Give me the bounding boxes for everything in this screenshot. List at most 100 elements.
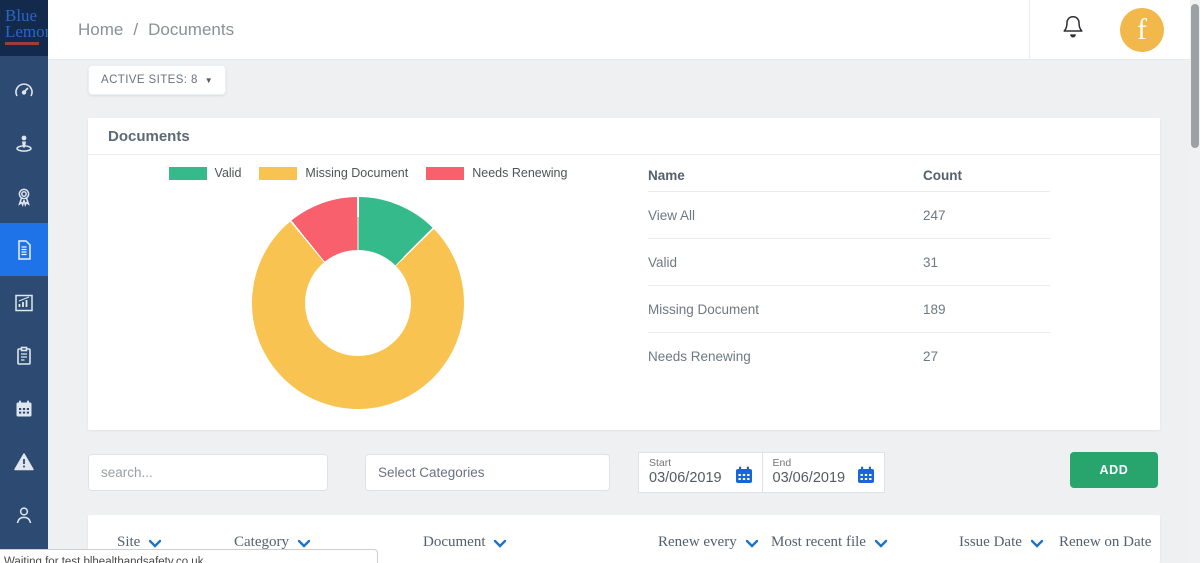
add-button[interactable]: ADD (1070, 452, 1158, 488)
breadcrumb-current: Documents (148, 19, 235, 39)
column-header-renew-on-date[interactable]: Renew on Date (1059, 534, 1151, 551)
document-file-icon (12, 238, 36, 262)
warning-triangle-icon (12, 450, 36, 474)
breadcrumb-separator: / (133, 19, 139, 39)
documents-card-title: Documents (108, 127, 190, 145)
top-header: Home / Documents f (48, 0, 1190, 60)
breadcrumb-home[interactable]: Home (78, 19, 124, 39)
row-count: 27 (923, 349, 939, 364)
calendar-picker-icon[interactable] (856, 465, 876, 490)
legend-label-missing: Missing Document (305, 166, 409, 180)
scrollbar-track[interactable] (1190, 0, 1200, 563)
search-input[interactable] (88, 454, 328, 491)
sidebar: Blue Lemon (0, 0, 48, 563)
summary-table: Name Count View All 247 Valid 31 Missing… (648, 160, 1050, 380)
sidebar-item-certificates[interactable] (0, 170, 48, 223)
column-label: Renew every (658, 534, 737, 550)
user-icon (12, 503, 36, 527)
date-range-picker: Start 03/06/2019 End 03/06/2019 (638, 452, 885, 493)
column-header-document[interactable]: Document (423, 534, 507, 551)
summary-row-renewing[interactable]: Needs Renewing 27 (648, 333, 1050, 380)
donut-chart[interactable] (252, 197, 464, 409)
summary-table-header: Name Count (648, 160, 1050, 192)
summary-header-name: Name (648, 168, 685, 183)
summary-row-missing[interactable]: Missing Document 189 (648, 286, 1050, 333)
notifications-bell-icon[interactable] (1060, 13, 1086, 46)
active-sites-button[interactable]: ACTIVE SITES: 8 ▼ (88, 65, 227, 95)
row-count: 31 (923, 254, 939, 270)
clipboard-icon (12, 344, 36, 368)
avatar-initial: f (1137, 12, 1147, 46)
calendar-picker-icon[interactable] (734, 465, 754, 490)
calendar-icon (12, 397, 36, 421)
sidebar-item-documents[interactable] (0, 223, 48, 276)
row-count: 247 (923, 207, 946, 223)
logo-line1: Blue (5, 6, 38, 25)
sidebar-item-dashboard[interactable] (0, 64, 48, 117)
logo-tagline-bar (5, 42, 39, 46)
end-date-label: End (772, 457, 792, 469)
documents-card: Documents Valid Missing Document Needs R… (88, 118, 1160, 430)
logo-line2: Lemon (5, 22, 48, 42)
app-logo[interactable]: Blue Lemon (0, 0, 48, 56)
summary-row-view-all[interactable]: View All 247 (648, 192, 1050, 239)
avatar[interactable]: f (1120, 7, 1164, 52)
legend-item-missing[interactable]: Missing Document (259, 166, 408, 180)
start-date-label: Start (649, 457, 672, 469)
chevron-down-icon (149, 539, 162, 548)
documents-card-header: Documents (88, 118, 1160, 155)
legend-swatch-valid (168, 166, 207, 180)
legend-swatch-renewing (426, 166, 465, 180)
sidebar-item-reports[interactable] (0, 276, 48, 329)
browser-status-bar: Waiting for test.blhealthandsafety.co.uk (0, 549, 378, 563)
end-date-picker[interactable]: End 03/06/2019 (761, 453, 885, 492)
column-header-issue-date[interactable]: Issue Date (959, 534, 1044, 551)
legend-item-valid[interactable]: Valid (168, 166, 242, 180)
active-sites-label: ACTIVE SITES: 8 (101, 74, 198, 86)
caret-down-icon: ▼ (204, 75, 214, 85)
row-label: View All (648, 207, 696, 223)
row-label: Needs Renewing (648, 349, 751, 364)
row-label: Valid (648, 254, 678, 270)
rosette-award-icon (12, 185, 36, 209)
column-header-renew-every[interactable]: Renew every (658, 534, 759, 551)
header-actions: f (1029, 0, 1190, 60)
row-count: 189 (923, 301, 946, 317)
start-date-value: 03/06/2019 (649, 470, 722, 486)
legend-label-valid: Valid (214, 166, 242, 180)
scrollbar-thumb[interactable] (1191, 4, 1199, 148)
chevron-down-icon (297, 539, 311, 548)
chevron-down-icon (745, 539, 758, 548)
chart-legend: Valid Missing Document Needs Renewing (88, 166, 648, 180)
sidebar-item-alerts[interactable] (0, 435, 48, 488)
chevron-down-icon (494, 539, 507, 548)
summary-row-valid[interactable]: Valid 31 (648, 239, 1050, 286)
sidebar-item-calendar[interactable] (0, 382, 48, 435)
end-date-value: 03/06/2019 (772, 470, 846, 486)
column-header-most-recent-file[interactable]: Most recent file (771, 534, 888, 551)
column-label: Renew on Date (1059, 534, 1152, 550)
bar-chart-icon (12, 291, 36, 315)
legend-item-renewing[interactable]: Needs Renewing (426, 166, 567, 180)
column-header-site[interactable]: Site (117, 534, 162, 551)
row-label: Missing Document (648, 301, 760, 317)
sidebar-item-tasks[interactable] (0, 329, 48, 382)
sidebar-item-profile[interactable] (0, 488, 48, 541)
summary-header-count: Count (923, 168, 962, 183)
column-label: Category (234, 534, 289, 550)
status-text: Waiting for test.blhealthandsafety.co.uk (4, 556, 204, 563)
speedometer-icon (12, 79, 36, 103)
breadcrumb: Home / Documents (78, 20, 234, 40)
start-date-picker[interactable]: Start 03/06/2019 (639, 453, 762, 492)
legend-label-renewing: Needs Renewing (472, 166, 568, 180)
column-label: Site (117, 534, 141, 550)
column-label: Issue Date (959, 534, 1022, 550)
categories-select[interactable]: Select Categories (365, 454, 610, 491)
legend-swatch-missing (259, 166, 298, 180)
chevron-down-icon (1030, 539, 1044, 548)
column-header-category[interactable]: Category (234, 534, 311, 551)
column-label: Document (423, 534, 486, 550)
person-location-icon (12, 132, 36, 156)
sidebar-item-sites[interactable] (0, 117, 48, 170)
chevron-down-icon (874, 539, 888, 548)
